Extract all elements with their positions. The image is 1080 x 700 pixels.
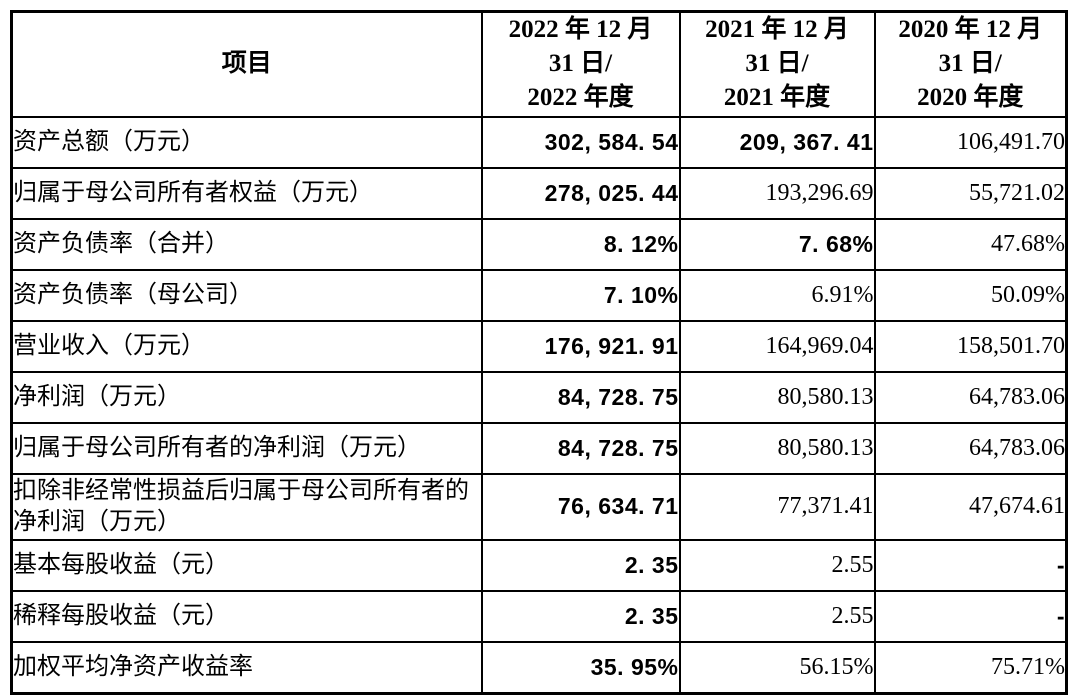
row-label: 归属于母公司所有者权益（万元） (10, 166, 483, 220)
table-row-net-profit: 净利润（万元） 84, 728. 75 80,580.13 64,783.06 (10, 370, 1068, 424)
table-row-operating-revenue: 营业收入（万元） 176, 921. 91 164,969.04 158,501… (10, 319, 1068, 373)
value-2022: 84, 728. 75 (480, 370, 681, 424)
value-2022: 7. 10% (480, 268, 681, 322)
header-period-2021-line3: 2021 年度 (723, 84, 831, 112)
header-period-2021-line1: 2021 年 12 月 (705, 16, 849, 44)
value-2020: - (873, 538, 1068, 592)
header-item-column: 项目 (10, 10, 483, 118)
row-label: 资产总额（万元） (10, 115, 483, 169)
value-2022: 35. 95% (480, 640, 681, 695)
table-row-diluted-eps: 稀释每股收益（元） 2. 35 2.55 - (10, 589, 1068, 643)
table-row-debt-ratio-parent: 资产负债率（母公司） 7. 10% 6.91% 50.09% (10, 268, 1068, 322)
value-2021: 77,371.41 (678, 472, 876, 541)
value-2021: 6.91% (678, 268, 876, 322)
header-row: 项目 2022 年 12 月 31 日/ 2022 年度 2021 年 12 月… (10, 10, 1068, 118)
header-period-2022-line2: 31 日/ (548, 50, 613, 78)
row-label: 资产负债率（母公司） (10, 268, 483, 322)
value-2022: 84, 728. 75 (480, 421, 681, 475)
header-item-label: 项目 (221, 50, 272, 78)
row-label: 归属于母公司所有者的净利润（万元） (10, 421, 483, 475)
table-row-parent-net-profit: 归属于母公司所有者的净利润（万元） 84, 728. 75 80,580.13 … (10, 421, 1068, 475)
value-2022: 2. 35 (480, 538, 681, 592)
value-2022: 2. 35 (480, 589, 681, 643)
value-2021: 209, 367. 41 (678, 115, 876, 169)
value-2021: 80,580.13 (678, 370, 876, 424)
row-label: 资产负债率（合并） (10, 217, 483, 271)
header-period-2022-line3: 2022 年度 (527, 84, 634, 112)
value-2022: 278, 025. 44 (480, 166, 681, 220)
value-2020: 64,783.06 (873, 421, 1068, 475)
row-label: 加权平均净资产收益率 (10, 640, 483, 695)
row-label: 扣除非经常性损益后归属于母公司所有者的净利润（万元） (10, 472, 483, 541)
header-period-2022: 2022 年 12 月 31 日/ 2022 年度 (480, 10, 681, 118)
value-2021: 193,296.69 (678, 166, 876, 220)
header-period-2020-line2: 31 日/ (938, 50, 1002, 78)
row-label: 基本每股收益（元） (10, 538, 483, 592)
value-2022: 302, 584. 54 (480, 115, 681, 169)
row-label: 净利润（万元） (10, 370, 483, 424)
value-2020: 158,501.70 (873, 319, 1068, 373)
value-2022: 76, 634. 71 (480, 472, 681, 541)
value-2020: 75.71% (873, 640, 1068, 695)
value-2021: 80,580.13 (678, 421, 876, 475)
value-2020: 64,783.06 (873, 370, 1068, 424)
table-row-parent-equity: 归属于母公司所有者权益（万元） 278, 025. 44 193,296.69 … (10, 166, 1068, 220)
table-row-basic-eps: 基本每股收益（元） 2. 35 2.55 - (10, 538, 1068, 592)
value-2022: 8. 12% (480, 217, 681, 271)
header-period-2022-line1: 2022 年 12 月 (508, 16, 653, 44)
value-2021: 164,969.04 (678, 319, 876, 373)
value-2020: 50.09% (873, 268, 1068, 322)
header-period-2021-line2: 31 日/ (745, 50, 809, 78)
value-2020: 106,491.70 (873, 115, 1068, 169)
value-2022: 176, 921. 91 (480, 319, 681, 373)
table-row-total-assets: 资产总额（万元） 302, 584. 54 209, 367. 41 106,4… (10, 115, 1068, 169)
value-2020: 47.68% (873, 217, 1068, 271)
table-row-weighted-avg-roe: 加权平均净资产收益率 35. 95% 56.15% 75.71% (10, 640, 1068, 695)
value-2021: 2.55 (678, 538, 876, 592)
value-2021: 2.55 (678, 589, 876, 643)
value-2021: 7. 68% (678, 217, 876, 271)
financial-summary-table: 项目 2022 年 12 月 31 日/ 2022 年度 2021 年 12 月… (10, 10, 1068, 695)
value-2020: 55,721.02 (873, 166, 1068, 220)
table-row-deducted-net-profit: 扣除非经常性损益后归属于母公司所有者的净利润（万元） 76, 634. 71 7… (10, 472, 1068, 541)
value-2020: - (873, 589, 1068, 643)
table-row-debt-ratio-consolidated: 资产负债率（合并） 8. 12% 7. 68% 47.68% (10, 217, 1068, 271)
header-period-2020-line1: 2020 年 12 月 (898, 16, 1043, 44)
header-period-2020-line3: 2020 年度 (917, 84, 1024, 112)
row-label: 营业收入（万元） (10, 319, 483, 373)
row-label: 稀释每股收益（元） (10, 589, 483, 643)
header-period-2020: 2020 年 12 月 31 日/ 2020 年度 (873, 10, 1068, 118)
value-2021: 56.15% (678, 640, 876, 695)
value-2020: 47,674.61 (873, 472, 1068, 541)
header-period-2021: 2021 年 12 月 31 日/ 2021 年度 (678, 10, 876, 118)
